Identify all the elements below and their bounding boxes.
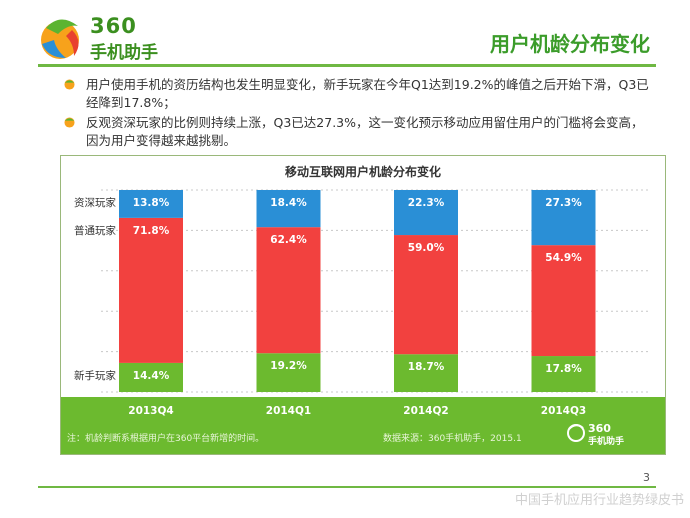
- footer-360-logo: 360 手机助手: [566, 422, 626, 448]
- data-label: 59.0%: [408, 242, 445, 254]
- series-label: 新手玩家: [74, 369, 116, 382]
- bar-segment: [531, 245, 596, 357]
- bullet-ball-icon: [64, 79, 75, 90]
- bullet-item: 反观资深玩家的比例则持续上涨，Q3已达27.3%，这一变化预示移动应用留住用户的…: [62, 114, 652, 150]
- page-number: 3: [643, 471, 650, 484]
- data-label: 14.4%: [133, 370, 170, 382]
- bullet-item: 用户使用手机的资历结构也发生明显变化，新手玩家在今年Q1达到19.2%的峰值之后…: [62, 76, 652, 112]
- bar-segment: [394, 235, 458, 355]
- chart-footer-band: [61, 397, 665, 454]
- bar-segment: [531, 190, 596, 246]
- data-label: 18.7%: [408, 361, 445, 373]
- series-label: 普通玩家: [74, 224, 116, 237]
- category-label: 2013Q4: [128, 405, 173, 417]
- data-label: 13.8%: [133, 197, 170, 209]
- data-label: 27.3%: [545, 197, 582, 209]
- slide-title: 用户机龄分布变化: [490, 32, 650, 56]
- bullet-text: 反观资深玩家的比例则持续上涨，Q3已达27.3%，这一变化预示移动应用留住用户的…: [86, 115, 644, 148]
- logo-name: 手机助手: [90, 43, 158, 63]
- logo-number: 360: [90, 14, 137, 38]
- report-name: 中国手机应用行业趋势绿皮书: [514, 493, 684, 508]
- bar-segment: [394, 354, 458, 392]
- footer-logo-number: 360: [588, 422, 611, 435]
- chart-title: 移动互联网用户机龄分布变化: [284, 165, 441, 179]
- series-label: 资深玩家: [74, 196, 116, 209]
- category-label: 2014Q1: [266, 405, 311, 417]
- data-label: 71.8%: [133, 225, 170, 237]
- bar-segment: [119, 362, 183, 392]
- data-label: 18.4%: [270, 197, 307, 209]
- chart-footnote: 注：机龄判断系根据用户在360平台新增的时间。: [67, 434, 265, 444]
- bullet-ball-icon: [64, 117, 75, 128]
- data-label: 62.4%: [270, 234, 307, 246]
- bar-segment: [531, 356, 596, 392]
- footer-divider: [38, 486, 656, 488]
- bar-segment: [256, 227, 321, 354]
- footer-logo-name: 手机助手: [588, 437, 625, 447]
- title-divider: [38, 64, 656, 67]
- bullet-text: 用户使用手机的资历结构也发生明显变化，新手玩家在今年Q1达到19.2%的峰值之后…: [86, 77, 649, 110]
- 360-logo: 360 手机助手: [38, 14, 178, 63]
- footer-logo-icon: [567, 424, 585, 442]
- bar-segment: [256, 353, 321, 392]
- category-label: 2014Q2: [403, 405, 448, 417]
- chart-canvas: 14.4% 71.8% 13.8% 2013Q4 19.2% 62.4% 18.4% 2014…: [74, 189, 651, 417]
- category-label: 2014Q3: [541, 405, 586, 417]
- data-label: 19.2%: [270, 360, 307, 372]
- chart-source: 数据来源：360手机助手，2015.1: [383, 434, 522, 444]
- logo-ball-icon: [41, 19, 79, 59]
- data-label: 17.8%: [545, 363, 582, 375]
- bar-segment: [119, 217, 183, 363]
- bullet-list: 用户使用手机的资历结构也发生明显变化，新手玩家在今年Q1达到19.2%的峰值之后…: [62, 76, 652, 152]
- bar-segment: [256, 190, 321, 228]
- bar-segment: [119, 190, 183, 218]
- bar-segment: [394, 190, 458, 236]
- stacked-bar-chart: 14.4% 71.8% 13.8% 2013Q4 19.2% 62.4% 18.4% 2014…: [60, 155, 666, 455]
- data-label: 54.9%: [545, 252, 582, 264]
- data-label: 22.3%: [408, 197, 445, 209]
